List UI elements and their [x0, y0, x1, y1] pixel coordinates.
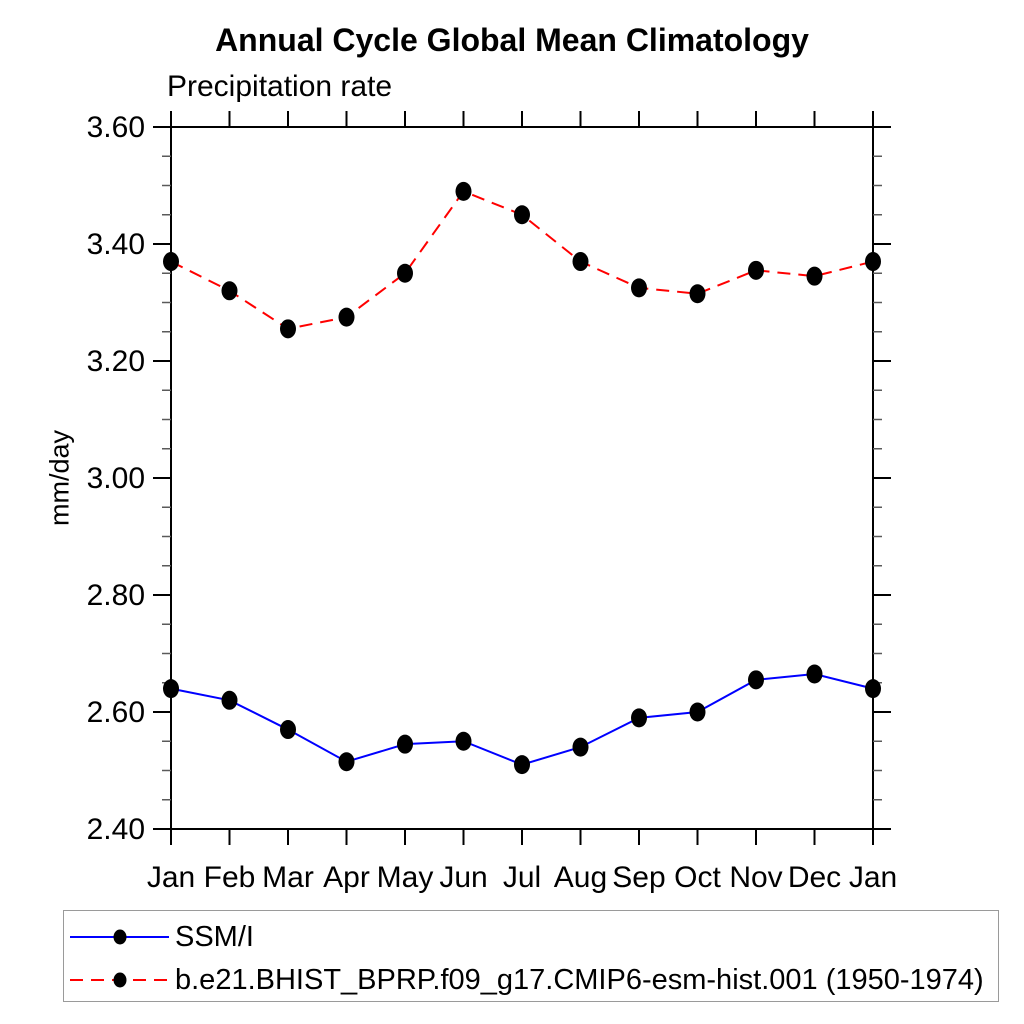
data-point-marker-1	[221, 281, 238, 301]
x-tick-label: Aug	[554, 861, 607, 894]
data-point-marker-1	[806, 266, 823, 286]
data-point-marker-0	[631, 708, 647, 728]
legend-box: SSM/I b.e21.BHIST_BPRP.f09_g17.CMIP6-esm…	[63, 910, 999, 1002]
legend-marker	[113, 929, 127, 945]
legend-item-model: b.e21.BHIST_BPRP.f09_g17.CMIP6-esm-hist.…	[68, 963, 984, 997]
x-tick-label: Jun	[439, 861, 487, 894]
x-tick-label: Feb	[204, 861, 256, 894]
data-point-marker-0	[455, 731, 472, 751]
y-tick-label: 3.00	[87, 462, 145, 495]
data-point-marker-0	[514, 755, 530, 775]
x-tick-label: Nov	[729, 861, 782, 894]
data-point-marker-1	[865, 252, 881, 272]
data-point-marker-0	[806, 664, 823, 684]
y-tick-label: 3.20	[87, 345, 145, 378]
y-tick-label: 2.40	[87, 813, 145, 846]
legend-marker	[113, 972, 127, 988]
x-tick-label: Jul	[503, 861, 541, 894]
data-point-marker-0	[689, 702, 706, 722]
x-tick-label: Jan	[147, 861, 195, 894]
x-tick-label: Dec	[788, 861, 841, 894]
data-point-marker-1	[338, 307, 355, 327]
x-tick-label: Apr	[323, 861, 370, 894]
x-tick-label: Oct	[674, 861, 721, 894]
data-point-marker-1	[280, 319, 296, 339]
chart-title: Annual Cycle Global Mean Climatology	[215, 22, 809, 58]
data-point-marker-1	[163, 252, 179, 272]
x-tick-label: Jan	[849, 861, 897, 894]
data-point-marker-1	[397, 263, 413, 283]
data-point-marker-1	[689, 284, 706, 304]
data-point-marker-1	[631, 278, 647, 298]
x-tick-label: May	[377, 861, 434, 894]
y-tick-label: 3.60	[87, 111, 145, 144]
data-point-marker-0	[748, 670, 764, 690]
chart-subtitle: Precipitation rate	[167, 70, 393, 103]
data-point-marker-1	[572, 252, 589, 272]
series-line-0	[170, 672, 874, 766]
data-point-marker-0	[397, 734, 413, 754]
y-tick-label: 2.80	[87, 579, 145, 612]
x-tick-label: Sep	[612, 861, 665, 894]
legend-swatch-ssmi	[70, 929, 169, 945]
data-point-marker-0	[572, 737, 589, 757]
data-point-marker-0	[338, 752, 355, 772]
y-tick-label: 2.60	[87, 696, 145, 729]
data-point-marker-1	[455, 181, 472, 201]
data-point-marker-0	[280, 720, 296, 740]
x-tick-label: Mar	[262, 861, 314, 894]
data-point-marker-0	[221, 690, 238, 710]
data-point-marker-1	[514, 205, 530, 225]
data-point-marker-0	[163, 679, 179, 699]
data-point-marker-0	[865, 679, 881, 699]
y-tick-label: 3.40	[87, 228, 145, 261]
legend-swatch-model	[70, 972, 169, 988]
data-point-marker-1	[748, 260, 764, 280]
legend-label-ssmi: SSM/I	[175, 920, 254, 953]
legend-label-model: b.e21.BHIST_BPRP.f09_g17.CMIP6-esm-hist.…	[175, 963, 984, 996]
legend-item-ssmi: SSM/I	[68, 920, 254, 954]
